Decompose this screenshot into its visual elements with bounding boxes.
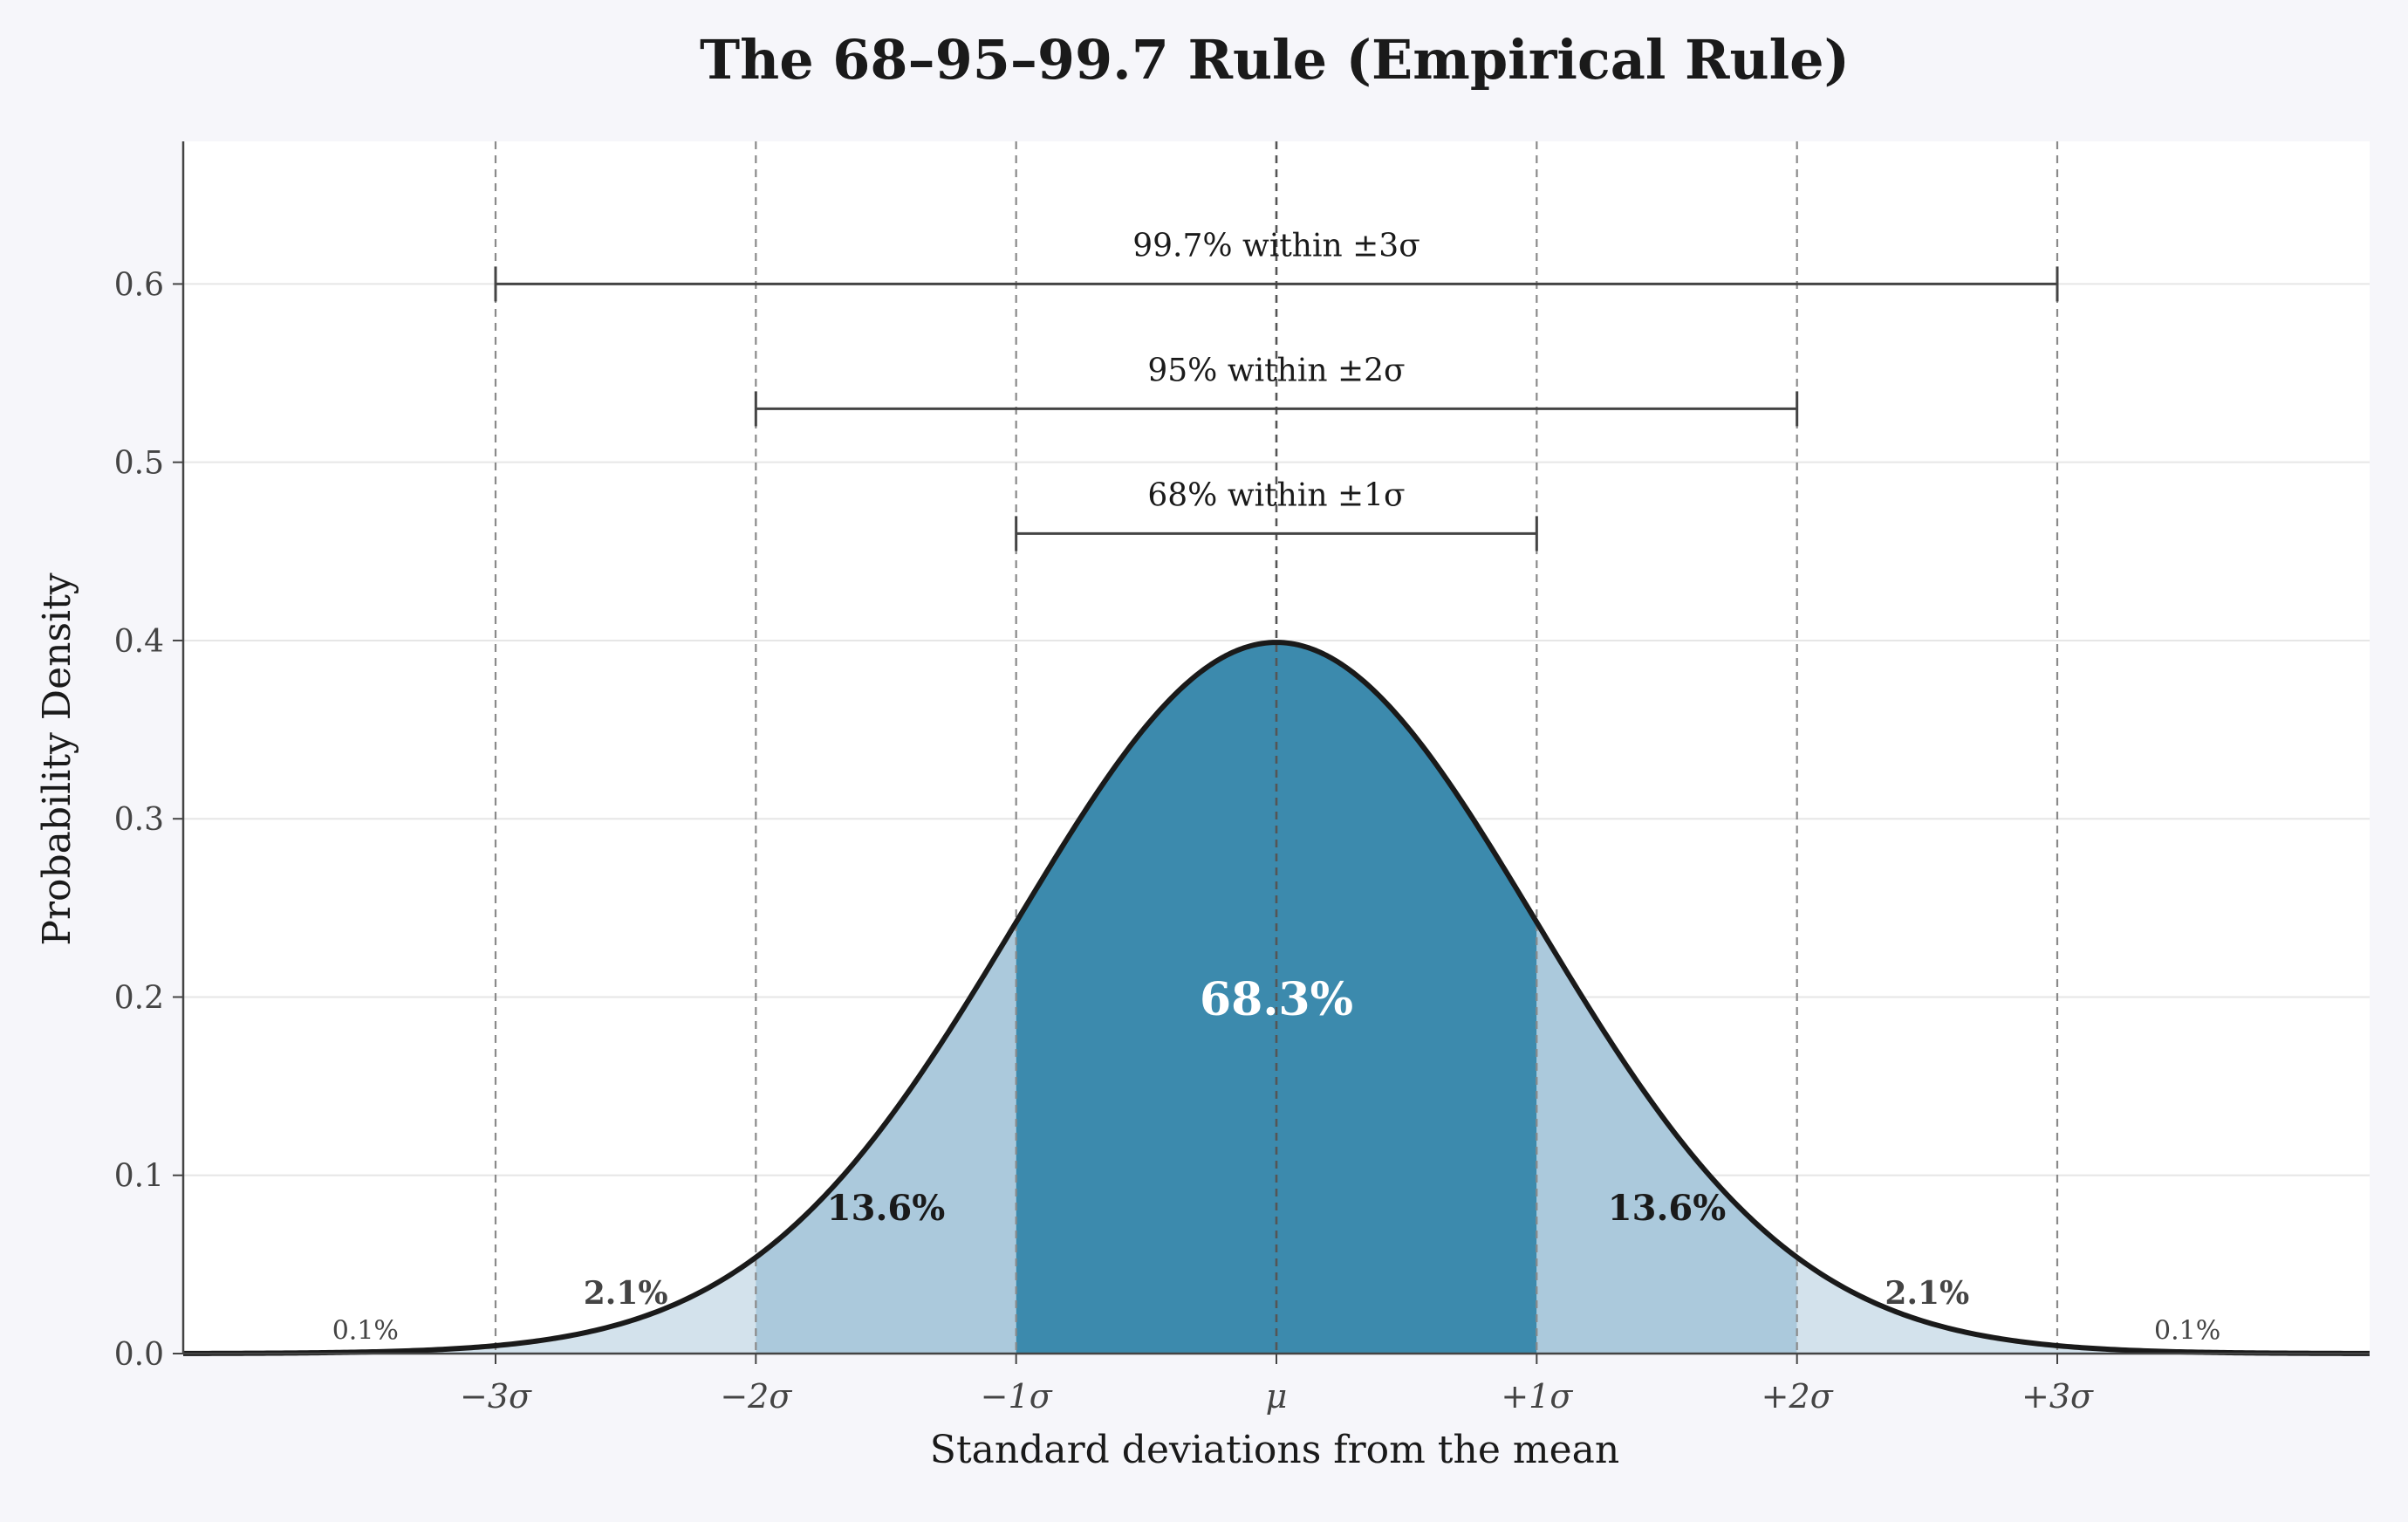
- y-tick-label: 0.0: [114, 1337, 164, 1373]
- curve-layer: [182, 640, 2370, 1356]
- axis-layer: 0.0 0.1 0.2 0.3 0.4 0.5 0.6 −3σ −2σ −1σ μ +1σ +2σ +3σ: [114, 141, 2370, 1416]
- x-tick-label: −1σ: [981, 1377, 1053, 1416]
- x-tick-label: μ: [1266, 1377, 1288, 1416]
- bracket-label: 95% within ±2σ: [1147, 353, 1405, 388]
- y-tick-label: 0.3: [114, 802, 164, 838]
- sigma-lines: [494, 141, 2059, 1354]
- region-label: 68.3%: [1200, 973, 1353, 1026]
- chart-title: The 68–95–99.7 Rule (Empirical Rule): [700, 28, 1850, 92]
- bracket-label: 68% within ±1σ: [1147, 477, 1405, 513]
- x-tick-label: −3σ: [460, 1377, 532, 1416]
- region-fill: [1796, 1257, 2370, 1354]
- tail-label: 2.1%: [584, 1275, 668, 1312]
- region-label: 0.1%: [332, 1316, 399, 1347]
- y-tick-label: 0.6: [114, 267, 164, 303]
- region-label: 0.1%: [2154, 1316, 2220, 1347]
- region-label: 13.6%: [827, 1188, 945, 1229]
- x-tick-label: −2σ: [720, 1377, 792, 1416]
- y-axis-label: Probability Density: [35, 572, 79, 945]
- tail-label: 2.1%: [1885, 1275, 1969, 1312]
- pdf-curve: [182, 640, 2370, 1356]
- y-tick-label: 0.2: [114, 980, 164, 1016]
- region-fill: [183, 1257, 756, 1354]
- bracket-layer: 68% within ±1σ 95% within ±2σ 99.7% within…: [494, 228, 2059, 552]
- bracket-label: 99.7% within ±3σ: [1132, 228, 1420, 264]
- x-tick-label: +3σ: [2021, 1377, 2094, 1416]
- y-tick-label: 0.5: [114, 446, 164, 482]
- region-labels: 0.1% 13.6% 68.3% 13.6% 0.1% 2.1% 2.1%: [332, 973, 2221, 1347]
- x-axis-label: Standard deviations from the mean: [930, 1428, 1619, 1472]
- x-tick-label: +2σ: [1762, 1377, 1834, 1416]
- y-tick-label: 0.1: [114, 1159, 164, 1195]
- x-tick-label: +1σ: [1501, 1377, 1573, 1416]
- y-tick-label: 0.4: [114, 624, 164, 660]
- region-label: 13.6%: [1608, 1188, 1726, 1229]
